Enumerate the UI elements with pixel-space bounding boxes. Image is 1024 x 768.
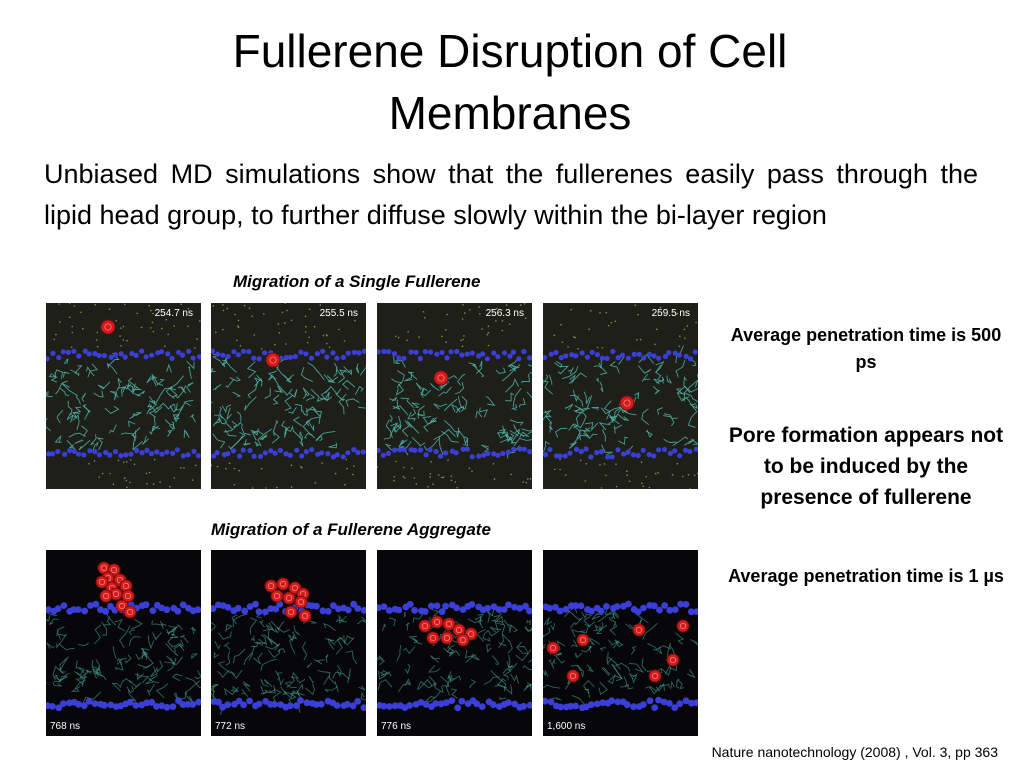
aggregate-panel-4-time: 1,600 ns bbox=[547, 721, 586, 732]
citation: Nature nanotechnology (2008) , Vol. 3, p… bbox=[711, 744, 998, 760]
note-single-penetration-time: Average penetration time is 500 ps bbox=[730, 325, 1002, 372]
single-panel-2-time: 255.5 ns bbox=[319, 308, 358, 319]
aggregate-panel-1-image bbox=[46, 550, 201, 736]
aggregate-panel-3: 776 ns bbox=[377, 550, 532, 736]
slide-title: Fullerene Disruption of Cell Membranes bbox=[232, 25, 788, 139]
single-panel-4: 259.5 ns bbox=[543, 303, 698, 489]
caption-single-fullerene: Migration of a Single Fullerene bbox=[233, 272, 481, 291]
aggregate-panel-1: 768 ns bbox=[46, 550, 201, 736]
single-panel-4-time: 259.5 ns bbox=[651, 308, 690, 319]
note-pore-formation: Pore formation appears not to be induced… bbox=[728, 424, 1004, 509]
aggregate-panel-2-image bbox=[211, 550, 366, 736]
aggregate-panel-1-time: 768 ns bbox=[50, 721, 81, 732]
single-panel-1: 254.7 ns bbox=[46, 303, 201, 489]
note-aggregate-penetration-time: Average penetration time is 1 µs bbox=[728, 566, 1004, 586]
single-panel-3-image bbox=[377, 303, 532, 489]
single-panel-1-image bbox=[46, 303, 201, 489]
single-panel-2-image bbox=[211, 303, 366, 489]
aggregate-panel-2-time: 772 ns bbox=[215, 721, 246, 732]
aggregate-panel-4-image bbox=[543, 550, 698, 736]
single-panel-4-image bbox=[543, 303, 698, 489]
aggregate-panel-3-time: 776 ns bbox=[381, 721, 412, 732]
slide-body-text: Unbiased MD simulations show that the fu… bbox=[44, 159, 978, 230]
caption-fullerene-aggregate: Migration of a Fullerene Aggregate bbox=[211, 520, 491, 539]
aggregate-panel-4: 1,600 ns bbox=[543, 550, 698, 736]
single-panel-1-time: 254.7 ns bbox=[154, 308, 193, 319]
single-panel-3: 256.3 ns bbox=[377, 303, 532, 489]
aggregate-panel-2: 772 ns bbox=[211, 550, 366, 736]
single-panel-3-time: 256.3 ns bbox=[485, 308, 524, 319]
single-panel-2: 255.5 ns bbox=[211, 303, 366, 489]
aggregate-panel-3-image bbox=[377, 550, 532, 736]
